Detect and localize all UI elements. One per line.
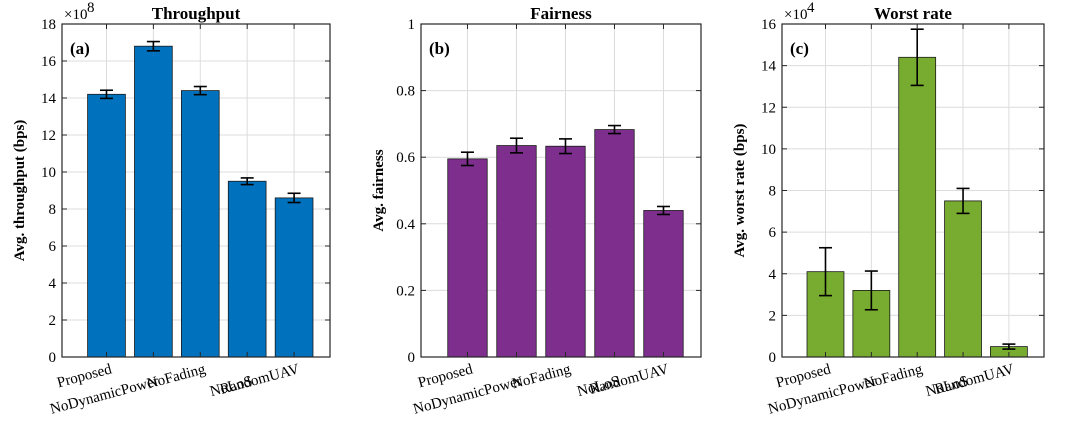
y-tick-label: 16 bbox=[41, 54, 57, 70]
chart-panel-3: 0246810121416ProposedNoDynamicPowerNoFad… bbox=[732, 0, 1045, 418]
y-tick-label: 12 bbox=[761, 100, 776, 116]
axis-exponent-power: 8 bbox=[87, 0, 95, 16]
y-tick-label: 14 bbox=[41, 91, 57, 107]
y-tick-label: 6 bbox=[49, 239, 57, 255]
x-tick-label-nofading: NoFading bbox=[145, 361, 208, 392]
y-tick-label: 8 bbox=[769, 184, 777, 200]
y-tick-label: 0.6 bbox=[396, 150, 415, 166]
y-tick-label: 0 bbox=[49, 350, 57, 366]
chart-title: Throughput bbox=[152, 4, 241, 23]
x-tick-label-randomuav: RandomUAV bbox=[218, 361, 301, 398]
chart-panel-1: 024681012141618ProposedNoDynamicPowerNoF… bbox=[12, 0, 331, 418]
chart-title: Fairness bbox=[530, 4, 592, 23]
x-tick-label-nofading: NoFading bbox=[862, 361, 925, 392]
axis-exponent-power: 4 bbox=[807, 0, 815, 16]
y-tick-label: 6 bbox=[769, 225, 777, 241]
panel-label: (a) bbox=[70, 39, 90, 58]
axis-exponent-base: ×10 bbox=[784, 7, 807, 23]
y-tick-label: 0.4 bbox=[396, 217, 415, 233]
bar-nofading bbox=[180, 90, 220, 358]
y-tick-label: 0.8 bbox=[396, 84, 415, 100]
bar-randomuav bbox=[643, 210, 684, 358]
axis-exponent-base: ×10 bbox=[64, 7, 87, 23]
y-tick-label: 16 bbox=[761, 17, 777, 33]
y-tick-label: 0 bbox=[408, 350, 416, 366]
y-tick-label: 14 bbox=[761, 59, 777, 75]
y-tick-label: 4 bbox=[769, 267, 777, 283]
bar-nolos bbox=[594, 129, 635, 358]
y-axis-label: Avg. throughput (bps) bbox=[12, 120, 28, 262]
y-tick-label: 8 bbox=[49, 202, 57, 218]
y-tick-label: 12 bbox=[41, 128, 56, 144]
chart-panel-2: 00.20.40.60.81ProposedNoDynamicPowerNoFa… bbox=[371, 4, 702, 418]
y-axis-label: Avg. fairness bbox=[371, 149, 387, 231]
bar-nodynamicpower bbox=[496, 145, 537, 358]
bar-nolos bbox=[944, 200, 982, 358]
y-tick-label: 4 bbox=[49, 276, 57, 292]
bar-proposed bbox=[447, 158, 488, 358]
y-tick-label: 10 bbox=[41, 165, 56, 181]
bar-nodynamicpower bbox=[134, 45, 173, 358]
y-axis-label: Avg. worst rate (bps) bbox=[732, 124, 748, 258]
y-tick-label: 10 bbox=[761, 142, 776, 158]
y-tick-label: 2 bbox=[769, 308, 777, 324]
x-tick-label-nofading: NoFading bbox=[510, 361, 573, 392]
bar-randomuav bbox=[274, 197, 314, 358]
x-tick-label-randomuav: RandomUAV bbox=[588, 361, 671, 398]
y-tick-label: 2 bbox=[49, 313, 57, 329]
x-tick-label-randomuav: RandomUAV bbox=[933, 361, 1016, 398]
bar-nofading bbox=[545, 145, 586, 358]
panel-label: (b) bbox=[429, 39, 450, 58]
y-tick-label: 0 bbox=[769, 350, 777, 366]
axes-box bbox=[61, 23, 331, 358]
bar-nofading bbox=[898, 56, 937, 358]
bar-nolos bbox=[227, 180, 267, 358]
axes-box bbox=[420, 23, 702, 358]
bar-proposed bbox=[87, 93, 126, 358]
y-tick-label: 18 bbox=[41, 17, 56, 33]
y-tick-label: 0.2 bbox=[396, 283, 415, 299]
y-tick-label: 1 bbox=[408, 17, 416, 33]
chart-title: Worst rate bbox=[874, 4, 952, 23]
panel-label: (c) bbox=[790, 39, 809, 58]
